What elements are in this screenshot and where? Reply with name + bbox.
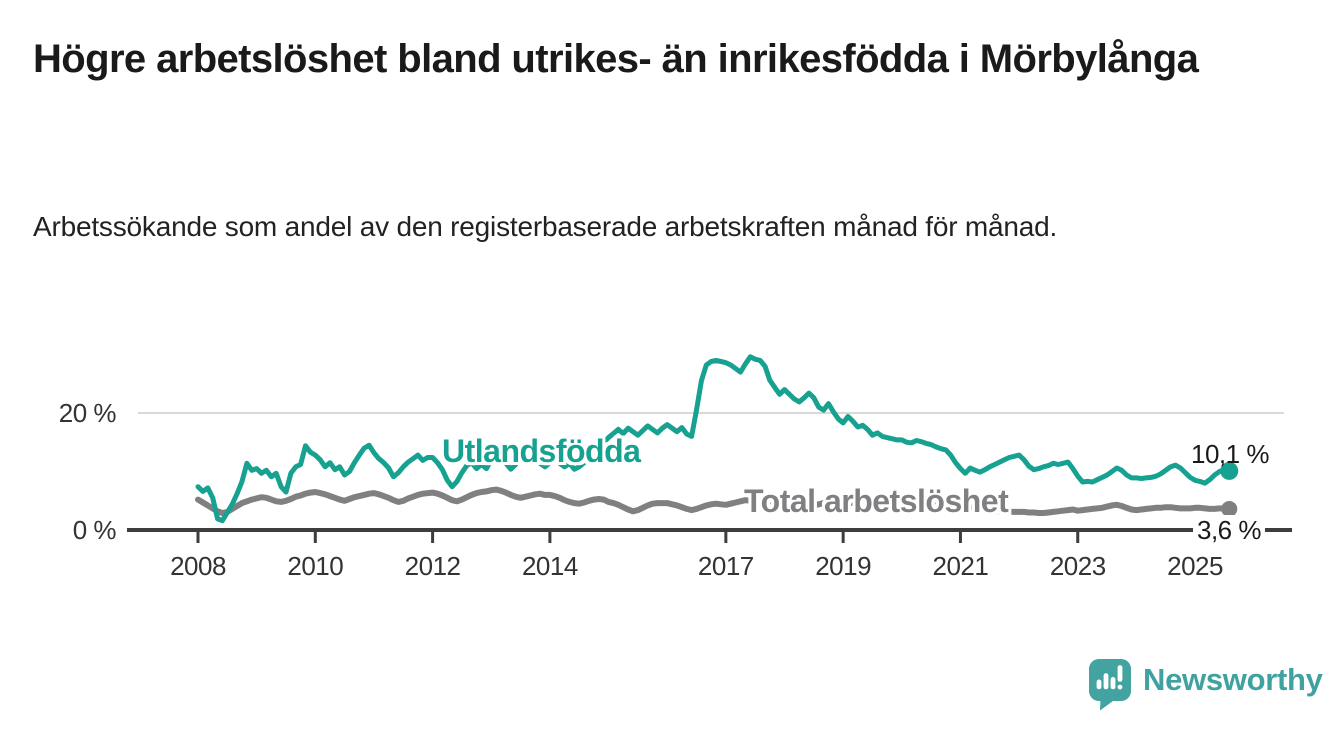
x-tick-label-2023: 2023 <box>1049 551 1106 581</box>
series-label-total-arbetsloshet: Total arbetslöshet <box>744 483 1009 519</box>
series-line-total <box>195 486 1233 516</box>
x-tick-label-2014: 2014 <box>521 551 578 581</box>
page-subtitle: Arbetssökande som andel av den registerb… <box>33 211 1058 242</box>
newsworthy-logo: Newsworthy <box>1088 658 1323 711</box>
series-label-utlandsfodda: Utlandsfödda <box>442 433 641 469</box>
x-tick-label-2019: 2019 <box>815 551 872 581</box>
x-tick-label-2008: 2008 <box>170 551 226 581</box>
series-end-dot-utlandsfodda <box>1220 461 1239 480</box>
newsworthy-wordmark: Newsworthy <box>1143 662 1323 697</box>
page-title: Högre arbetslöshet bland utrikes- än inr… <box>33 37 1199 81</box>
x-tick-label-2012: 2012 <box>404 551 461 581</box>
x-tick-label-2021: 2021 <box>932 551 989 581</box>
x-tick-label-2017: 2017 <box>697 551 754 581</box>
x-tick-label-2025: 2025 <box>1167 551 1223 581</box>
end-value-utlandsfodda: 10,1 % <box>1191 439 1269 469</box>
newsworthy-speech-bubble-bar-chart-icon <box>1089 659 1131 711</box>
y-tick-label-20: 20 % <box>58 398 117 428</box>
series-end-dot-total <box>1221 500 1238 517</box>
end-value-total-arbetsloshet: 3,6 % <box>1193 515 1265 546</box>
series-line-utlandsfodda <box>195 354 1232 524</box>
x-tick-label-2010: 2010 <box>287 551 344 581</box>
y-tick-label-0: 0 % <box>72 515 117 545</box>
